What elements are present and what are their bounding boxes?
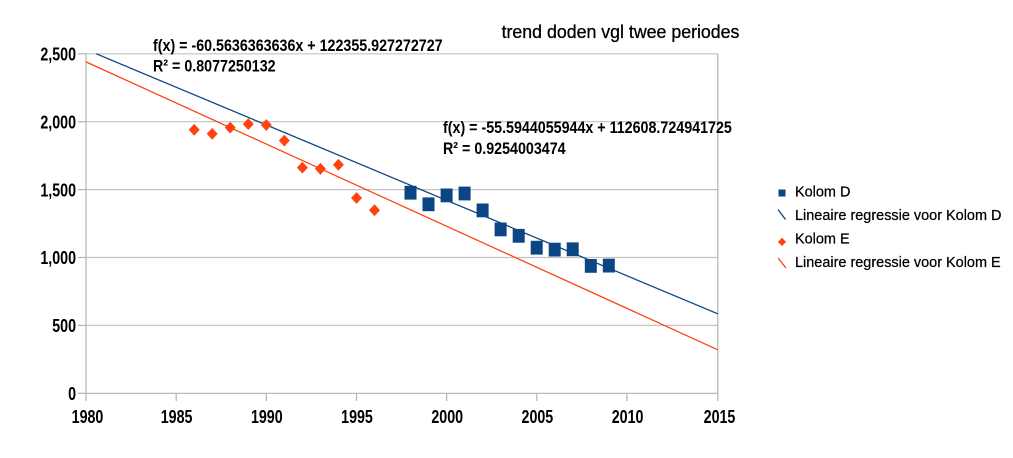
- svg-text:1990: 1990: [251, 407, 283, 427]
- svg-text:1995: 1995: [341, 407, 373, 427]
- svg-text:2,000: 2,000: [40, 113, 76, 133]
- svg-text:2010: 2010: [612, 407, 644, 427]
- svg-text:R² = 0.9254003474: R² = 0.9254003474: [443, 140, 566, 158]
- svg-text:500: 500: [52, 316, 76, 336]
- svg-text:1985: 1985: [161, 407, 193, 427]
- svg-text:1,500: 1,500: [40, 181, 76, 201]
- svg-text:f(x) = -60.5636363636x + 12235: f(x) = -60.5636363636x + 122355.92727272…: [153, 37, 443, 55]
- svg-text:1,000: 1,000: [40, 249, 76, 269]
- svg-text:Lineaire regressie voor Kolom: Lineaire regressie voor Kolom E: [795, 255, 1001, 271]
- svg-text:Kolom E: Kolom E: [795, 231, 850, 247]
- svg-text:f(x) = -55.5944055944x + 11260: f(x) = -55.5944055944x + 112608.72494172…: [443, 119, 732, 137]
- svg-text:Kolom D: Kolom D: [795, 184, 850, 200]
- svg-text:2005: 2005: [522, 407, 554, 427]
- svg-text:0: 0: [68, 384, 76, 404]
- svg-text:2,500: 2,500: [40, 45, 76, 65]
- svg-text:trend doden vgl twee periodes: trend doden vgl twee periodes: [502, 22, 740, 42]
- svg-text:1980: 1980: [72, 407, 104, 427]
- svg-text:Lineaire regressie voor Kolom: Lineaire regressie voor Kolom D: [795, 208, 1001, 224]
- svg-text:R² = 0.8077250132: R² = 0.8077250132: [153, 57, 276, 75]
- svg-text:2015: 2015: [704, 407, 736, 427]
- svg-text:2000: 2000: [431, 407, 463, 427]
